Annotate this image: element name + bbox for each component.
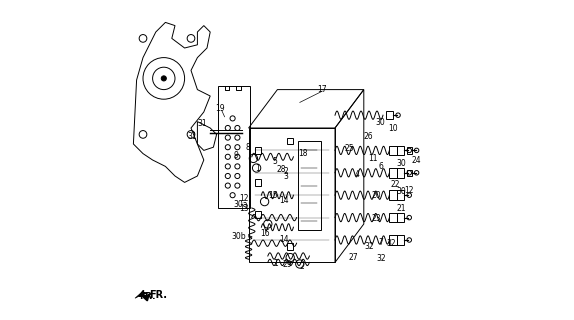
Text: FR.: FR.: [139, 292, 156, 301]
Text: 31: 31: [197, 119, 207, 128]
Text: 4: 4: [355, 170, 360, 179]
Text: 13: 13: [239, 204, 249, 213]
Bar: [287, 243, 293, 250]
Text: 28: 28: [277, 165, 286, 174]
Text: 29: 29: [283, 260, 292, 269]
Text: 27: 27: [349, 253, 358, 262]
Bar: [218, 86, 250, 208]
Bar: [255, 179, 261, 186]
Text: 18: 18: [298, 149, 308, 158]
Text: 1: 1: [255, 164, 260, 172]
Text: 22: 22: [390, 180, 400, 188]
Text: 10: 10: [388, 124, 397, 133]
Text: 23: 23: [371, 214, 381, 223]
Bar: [386, 111, 393, 119]
Text: 6: 6: [378, 162, 383, 171]
Bar: [255, 147, 261, 154]
Text: 20: 20: [371, 191, 381, 200]
Bar: [389, 235, 397, 245]
Text: 30: 30: [397, 188, 406, 196]
Bar: [397, 235, 405, 245]
Bar: [397, 168, 405, 178]
Text: 9: 9: [234, 151, 238, 160]
Bar: [255, 211, 261, 218]
Polygon shape: [135, 293, 142, 298]
Text: 2: 2: [300, 262, 304, 271]
Text: 26: 26: [364, 132, 374, 141]
Text: 15: 15: [268, 191, 277, 200]
Text: FR.: FR.: [149, 290, 167, 300]
Text: 5: 5: [273, 157, 277, 166]
Text: 17: 17: [317, 85, 327, 94]
Text: 19: 19: [215, 104, 224, 113]
Text: 30: 30: [376, 118, 386, 127]
Bar: [389, 213, 397, 222]
Text: 12: 12: [239, 194, 249, 203]
Text: 32: 32: [386, 239, 396, 248]
Bar: [249, 128, 335, 262]
Text: 21: 21: [397, 204, 406, 212]
Bar: [397, 190, 405, 200]
Text: 32: 32: [376, 254, 386, 263]
Text: 31: 31: [188, 132, 197, 140]
Text: 16: 16: [261, 229, 270, 238]
Bar: [298, 141, 321, 230]
Text: 14: 14: [279, 236, 289, 244]
Bar: [397, 213, 405, 222]
Text: 30a: 30a: [234, 200, 248, 209]
Bar: [389, 190, 397, 200]
Text: 12: 12: [405, 186, 414, 195]
Text: 25: 25: [344, 144, 354, 153]
Bar: [407, 170, 412, 176]
Text: 2: 2: [284, 167, 288, 176]
Circle shape: [161, 76, 166, 81]
Text: 1: 1: [273, 259, 278, 268]
Bar: [407, 147, 412, 154]
Text: 7: 7: [378, 238, 383, 247]
Bar: [397, 146, 405, 155]
Text: 11: 11: [369, 154, 378, 163]
Text: 30b: 30b: [231, 232, 246, 241]
Bar: [389, 146, 397, 155]
Text: 24: 24: [412, 156, 421, 165]
Bar: [287, 138, 293, 144]
Text: 14: 14: [279, 196, 289, 204]
Bar: [389, 168, 397, 178]
Text: 8: 8: [246, 143, 250, 152]
Text: 30: 30: [397, 159, 406, 168]
Text: 32: 32: [364, 242, 374, 251]
Text: 3: 3: [284, 172, 288, 181]
